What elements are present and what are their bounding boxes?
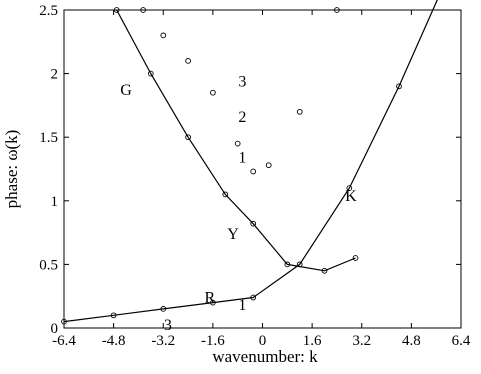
data-point: [250, 294, 257, 301]
curve-label: 3: [238, 73, 246, 90]
data-point: [346, 185, 353, 191]
curves-layer: [61, 0, 438, 325]
x-axis-label: wavenumber: k: [212, 347, 318, 366]
data-point: [265, 162, 272, 169]
x-tick-label: 6.4: [452, 333, 471, 349]
x-tick-label: 0: [259, 333, 267, 349]
plot-frame: [63, 9, 462, 329]
curve-label: K: [345, 188, 357, 205]
x-tick-label: -4.8: [102, 333, 126, 349]
data-point: [160, 32, 167, 39]
y-tick-label: 1: [51, 194, 59, 210]
data-point: [185, 58, 191, 64]
x-tick-label: 3.2: [352, 333, 371, 349]
series-line: [63, 0, 438, 323]
curve-label: 1: [238, 297, 246, 314]
x-tick-label: 1.6: [303, 333, 322, 349]
y-tick-label: 2: [51, 67, 59, 83]
y-tick-label: 2.5: [39, 3, 58, 19]
curve-label: 2: [238, 109, 246, 126]
curve-label: Y: [227, 226, 239, 243]
ticks-layer: -6.4 -4.8 -3.2 -1.6 0 1.6 3.2 4.8 6.4 0 0.5 1 1.5 2 2.…: [39, 3, 471, 349]
y-tick-label: 1.5: [39, 130, 58, 146]
x-tick-label: -3.2: [151, 333, 175, 349]
data-point: [396, 83, 402, 90]
data-point: [284, 261, 291, 268]
data-point: [185, 134, 191, 141]
data-point: [250, 220, 257, 227]
y-axis-label: phase: ω(k): [2, 130, 21, 209]
series-2: [113, 7, 359, 274]
annotations-layer: G 3 2 1 Y K R 1 3: [120, 73, 357, 334]
data-point: [250, 168, 257, 175]
data-point: [210, 299, 216, 306]
y-tick-label: 0.5: [39, 257, 58, 273]
x-tick-label: -1.6: [201, 333, 225, 349]
curve-label: R: [204, 290, 215, 307]
data-point: [160, 306, 167, 312]
data-point: [147, 70, 154, 77]
x-tick-label: -6.4: [52, 333, 76, 349]
data-point: [222, 191, 229, 198]
curve-label: 3: [164, 317, 172, 334]
x-tick-label: 4.8: [402, 333, 421, 349]
data-point: [352, 255, 359, 261]
series-line: [116, 9, 356, 272]
data-point: [321, 267, 328, 274]
data-point: [234, 140, 241, 147]
curve-label: G: [120, 82, 132, 99]
series-0: [61, 0, 438, 325]
curve-label: 1: [238, 150, 246, 167]
y-tick-label: 0: [51, 321, 59, 337]
data-point: [210, 89, 216, 96]
data-point: [110, 312, 117, 319]
data-point: [296, 108, 303, 115]
